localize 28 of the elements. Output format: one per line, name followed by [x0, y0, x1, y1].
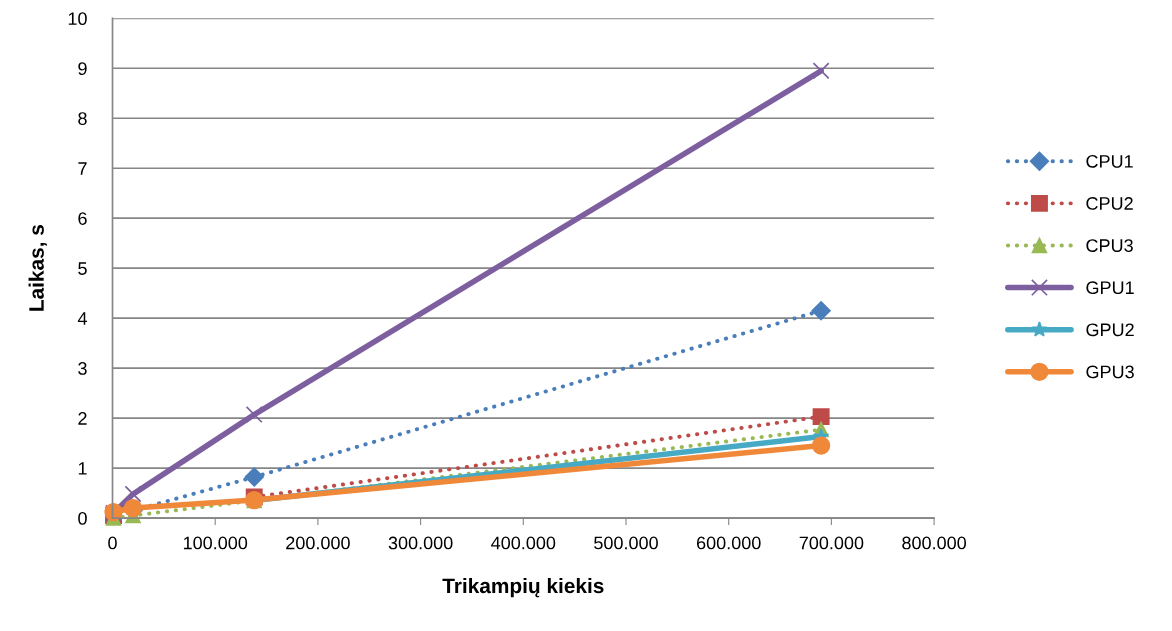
- x-tick-label: 0: [108, 536, 117, 550]
- x-tick-label: 500.000: [594, 536, 658, 550]
- x-tick-label: 100.000: [183, 536, 248, 550]
- x-tick-label: 600.000: [696, 536, 761, 550]
- x-tick-label: 200.000: [286, 536, 350, 550]
- y-tick-label: 7: [78, 162, 87, 175]
- legend-label: GPU2: [1086, 323, 1134, 337]
- y-tick-label: 3: [78, 362, 87, 375]
- y-tick-label: 10: [68, 12, 87, 26]
- x-tick-label: 300.000: [388, 536, 453, 550]
- y-axis-title: Laikas, s: [28, 225, 47, 311]
- y-tick-label: 4: [77, 312, 87, 325]
- legend-label: CPU3: [1086, 239, 1133, 252]
- legend-label: CPU1: [1086, 154, 1133, 168]
- y-tick-label: 6: [78, 212, 87, 225]
- legend-label: GPU3: [1086, 365, 1134, 379]
- y-tick-label: 0: [78, 511, 87, 525]
- y-tick-label: 5: [78, 262, 87, 275]
- x-tick-label: 700.000: [799, 536, 864, 550]
- x-tick-label: 400.000: [491, 536, 556, 550]
- x-tick-label: 800.000: [902, 536, 967, 550]
- y-tick-label: 1: [78, 462, 87, 475]
- x-axis-title: Trikampių kiekis: [442, 577, 604, 598]
- y-tick-label: 2: [78, 412, 87, 425]
- y-tick-label: 9: [78, 62, 87, 75]
- y-tick-label: 8: [78, 112, 87, 125]
- legend-label: GPU1: [1086, 281, 1134, 295]
- legend-label: CPU2: [1086, 197, 1133, 210]
